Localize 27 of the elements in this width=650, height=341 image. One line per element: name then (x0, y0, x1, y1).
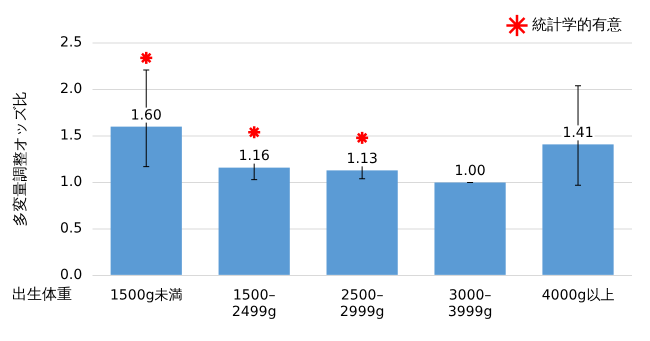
y-axis-title: 多変量調整オッズ比 (10, 92, 29, 227)
y-tick-label: 1.0 (60, 174, 82, 190)
point (138, 50, 154, 66)
data-label: 1.00 (454, 163, 486, 180)
bar (110, 126, 182, 275)
y-tick-label: 2.0 (60, 81, 82, 98)
x-axis-title: 出生体重 (12, 284, 72, 303)
data-label: 1.13 (346, 150, 378, 167)
x-tick-label: 4000g以上 (542, 287, 614, 304)
data-label: 1.16 (238, 148, 270, 164)
y-tick-label: 2.5 (60, 34, 82, 51)
y-tick-label: 0.0 (60, 267, 82, 284)
x-tick-label: 1500g未満 (110, 287, 182, 304)
x-tick-label: 2500–2999g (340, 287, 384, 320)
bar (434, 182, 506, 275)
y-tick-label: 1.5 (60, 128, 82, 144)
x-tick-label: 1500–2499g (232, 287, 276, 320)
data-label: 1.60 (130, 107, 162, 124)
point (354, 130, 370, 146)
legend-label: 統計学的有意 (532, 15, 622, 34)
x-tick-label: 3000–3999g (448, 287, 492, 320)
data-label: 1.41 (562, 124, 594, 141)
y-tick-label: 0.5 (60, 220, 82, 237)
point (246, 124, 262, 140)
bar (326, 170, 398, 275)
bar (542, 144, 614, 275)
bar (218, 168, 290, 275)
